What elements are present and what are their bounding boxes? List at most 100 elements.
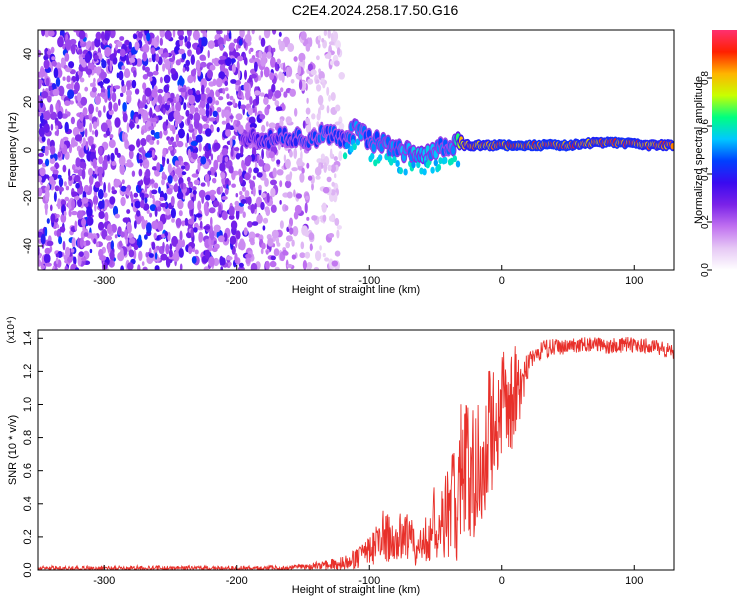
noise-blob xyxy=(133,192,139,198)
noise-blob xyxy=(186,30,192,37)
noise-blob xyxy=(124,132,128,141)
x-tick-label: 0 xyxy=(499,575,505,587)
noise-blob xyxy=(293,56,298,62)
noise-blob xyxy=(108,259,113,266)
noise-blob xyxy=(293,211,299,220)
signal-branch xyxy=(443,156,448,164)
noise-blob xyxy=(54,130,59,136)
noise-blob xyxy=(209,107,213,117)
noise-blob xyxy=(50,213,56,223)
noise-blob xyxy=(320,162,324,169)
noise-blob xyxy=(152,70,159,76)
noise-blob xyxy=(54,162,59,170)
noise-blob xyxy=(136,124,140,129)
noise-blob xyxy=(78,30,86,40)
noise-blob xyxy=(335,104,341,112)
noise-blob xyxy=(320,153,325,160)
noise-blob xyxy=(114,147,119,156)
noise-blob xyxy=(52,265,56,270)
noise-blob xyxy=(94,181,101,189)
noise-blob xyxy=(232,135,236,140)
noise-blob xyxy=(81,218,87,227)
noise-blob xyxy=(245,253,252,259)
noise-blob xyxy=(127,223,132,234)
noise-blob xyxy=(122,112,128,123)
noise-blob xyxy=(213,142,221,150)
noise-blob xyxy=(213,200,220,208)
noise-blob xyxy=(224,156,229,163)
noise-blob xyxy=(221,109,225,119)
noise-blob xyxy=(48,85,53,92)
noise-blob xyxy=(94,95,101,105)
noise-blob xyxy=(124,162,131,167)
noise-blob xyxy=(331,260,338,267)
noise-blob xyxy=(167,146,174,151)
noise-blob xyxy=(148,126,155,131)
snr-frame xyxy=(37,329,675,571)
noise-blob xyxy=(94,129,99,138)
noise-blob xyxy=(270,187,276,198)
noise-blob xyxy=(41,136,46,142)
noise-blob xyxy=(265,250,269,255)
noise-blob xyxy=(155,200,160,207)
noise-blob xyxy=(260,201,265,211)
noise-blob xyxy=(207,50,210,59)
noise-blob xyxy=(191,256,197,264)
noise-blob xyxy=(89,248,93,254)
noise-blob xyxy=(241,95,245,100)
noise-blob xyxy=(82,137,86,147)
signal-point xyxy=(451,145,456,155)
noise-blob xyxy=(98,172,103,183)
noise-blob xyxy=(309,243,313,251)
noise-blob xyxy=(166,158,170,165)
noise-blob xyxy=(172,125,176,135)
noise-blob xyxy=(271,83,276,93)
noise-blob xyxy=(168,249,173,258)
noise-blob xyxy=(226,70,229,78)
noise-blob xyxy=(114,178,121,187)
noise-blob xyxy=(189,104,196,115)
noise-blob xyxy=(195,213,203,218)
noise-blob xyxy=(74,267,80,270)
noise-blob xyxy=(248,231,256,240)
noise-blob xyxy=(279,220,284,229)
noise-blob xyxy=(43,253,51,264)
noise-blob xyxy=(63,181,67,187)
noise-blob xyxy=(248,237,255,243)
noise-blob xyxy=(163,74,171,84)
noise-blob xyxy=(91,40,95,51)
noise-blob xyxy=(81,257,87,262)
noise-blob xyxy=(308,37,313,48)
noise-blob xyxy=(286,191,293,199)
noise-blob xyxy=(66,75,71,83)
noise-blob xyxy=(134,200,141,209)
noise-blob xyxy=(225,129,232,137)
noise-blob xyxy=(57,151,62,158)
noise-blob xyxy=(233,147,240,152)
spectrogram-noise xyxy=(38,30,346,270)
noise-blob xyxy=(219,55,227,60)
noise-blob xyxy=(135,116,139,124)
noise-blob xyxy=(126,209,131,214)
noise-blob xyxy=(159,30,165,38)
noise-blob xyxy=(199,99,206,109)
noise-blob xyxy=(50,154,54,159)
noise-blob xyxy=(252,175,256,180)
noise-blob xyxy=(80,96,88,106)
noise-blob xyxy=(240,104,247,110)
noise-blob xyxy=(74,220,78,231)
noise-blob xyxy=(77,197,83,208)
snr-y-multiplier: (x10⁴) xyxy=(6,316,17,343)
noise-blob xyxy=(120,265,124,270)
noise-blob xyxy=(198,189,206,199)
noise-blob xyxy=(100,31,105,41)
noise-blob xyxy=(270,179,277,186)
noise-blob xyxy=(330,189,336,196)
noise-blob xyxy=(110,152,115,162)
noise-blob xyxy=(235,153,241,160)
noise-blob xyxy=(58,236,63,245)
noise-blob xyxy=(333,156,338,162)
noise-blob xyxy=(219,43,224,51)
noise-blob xyxy=(298,80,303,90)
noise-blob xyxy=(265,208,271,216)
